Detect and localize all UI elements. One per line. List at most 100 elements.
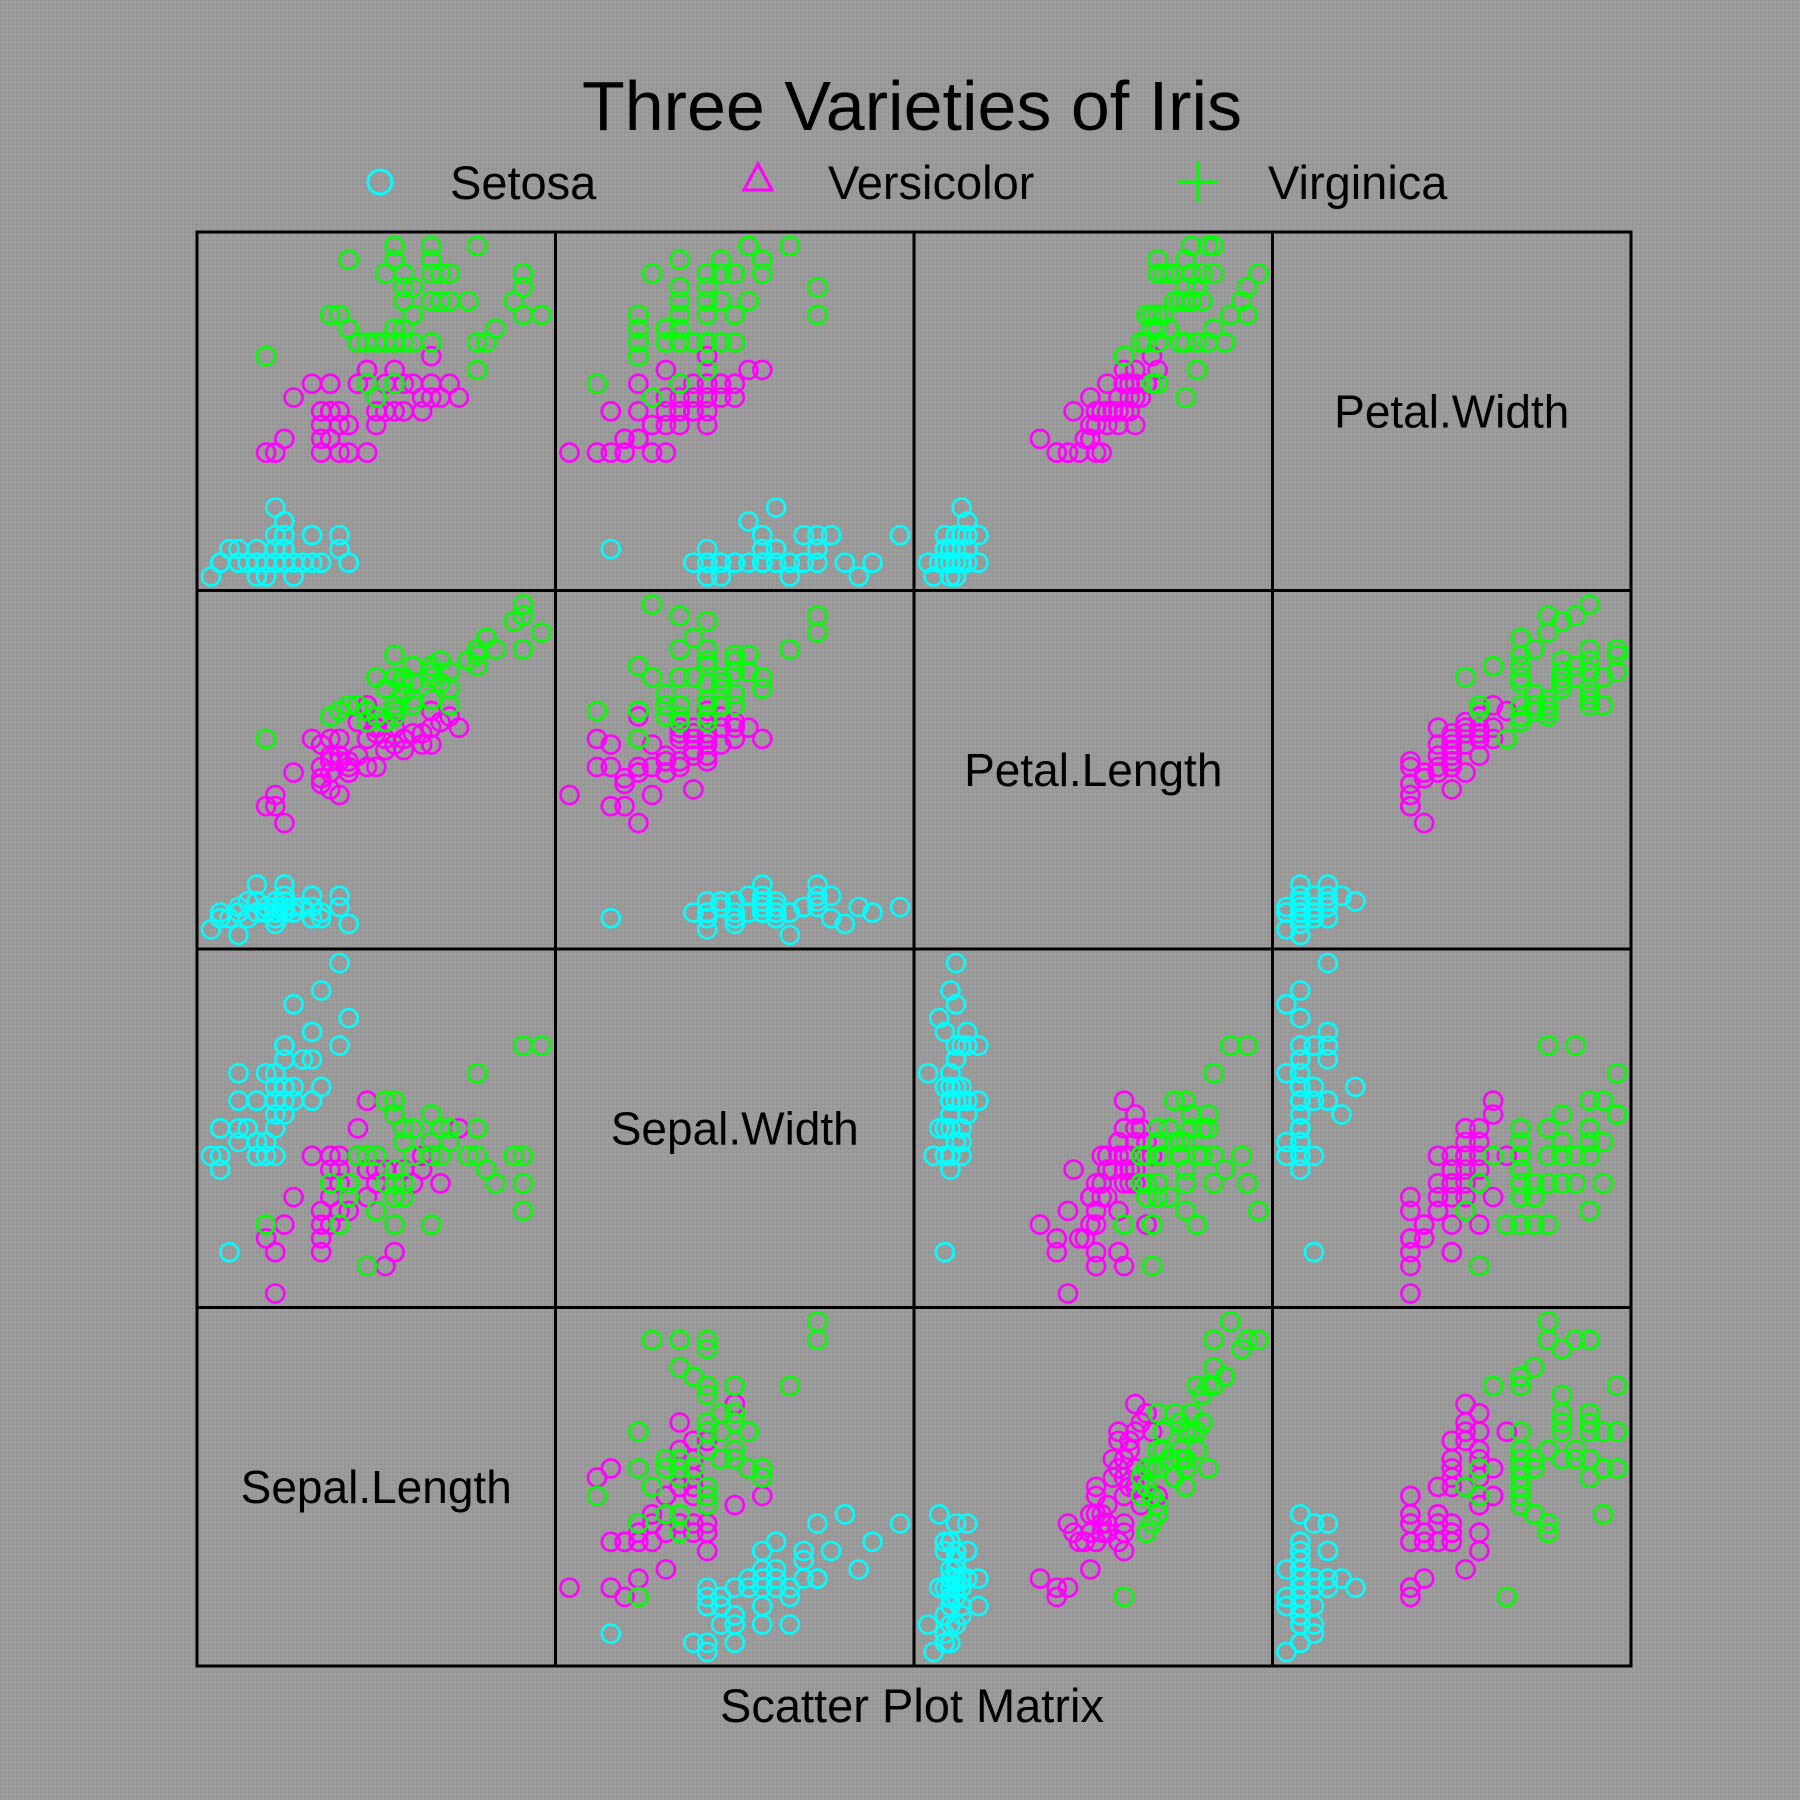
point-virginica-13 [1551,1412,1573,1433]
point-versicolor-30 [1057,1513,1079,1534]
point-virginica-40 [1551,678,1573,699]
point-setosa-39 [934,1145,956,1167]
point-virginica-30 [466,655,488,677]
point-virginica-45 [738,661,759,683]
point-virginica-50 [1147,1494,1168,1516]
point-versicolor-18 [655,750,677,772]
point-versicolor-41 [1108,414,1129,436]
point-versicolor-32 [310,1228,332,1249]
point-virginica-12 [655,683,677,705]
point-setosa-42 [219,1241,240,1263]
point-setosa-18 [940,1076,961,1098]
point-versicolor-46 [1427,1513,1449,1534]
point-versicolor-12 [347,373,369,395]
point-setosa-38 [1276,902,1297,923]
point-setosa-7 [751,538,773,560]
point-setosa-33 [945,566,967,587]
point-virginica-26 [724,332,746,353]
point-versicolor-35 [1469,728,1490,750]
point-versicolor-38 [600,1458,622,1479]
point-versicolor-43 [1427,1200,1449,1222]
point-versicolor-32 [1400,1228,1421,1249]
point-virginica-11 [1147,304,1168,326]
point-setosa-49 [1290,1549,1311,1571]
point-setosa-50 [738,552,759,574]
point-setosa-48 [724,552,746,574]
point-versicolor-29 [1469,1159,1490,1180]
point-versicolor-45 [655,400,677,422]
point-virginica-40 [1164,290,1185,312]
point-setosa-17 [301,1021,323,1043]
point-virginica-40 [1551,1131,1573,1153]
point-versicolor-38 [1441,1241,1463,1263]
point-versicolor-42 [1455,1145,1476,1167]
point-virginica-31 [1203,1357,1224,1378]
point-setosa-14 [200,1145,222,1167]
point-versicolor-46 [1427,1145,1449,1167]
point-setosa-44 [951,1577,972,1598]
point-versicolor-48 [683,1467,704,1488]
point-virginica-33 [393,1173,415,1194]
point-versicolor-50 [669,400,691,422]
point-versicolor-28 [1496,1145,1518,1167]
point-setosa-17 [1317,1021,1339,1043]
panel-r4-c4 [1271,1306,1633,1668]
point-virginica-8 [476,1159,497,1180]
point-virginica-12 [1158,1186,1180,1208]
panel-r3-c1 [195,947,557,1309]
point-virginica-33 [393,666,415,688]
point-versicolor-50 [329,1173,350,1194]
point-versicolor-43 [1427,1504,1449,1525]
point-virginica-48 [1537,689,1559,711]
point-versicolor-7 [1482,1458,1504,1479]
point-versicolor-18 [1091,1186,1112,1208]
point-setosa-33 [283,993,304,1015]
point-setosa-28 [945,1076,967,1098]
point-setosa-15 [834,552,856,574]
point-setosa-15 [338,1007,360,1029]
point-setosa-46 [696,538,718,560]
point-virginica-29 [669,290,691,312]
point-virginica-38 [1169,332,1191,353]
point-setosa-45 [807,524,828,546]
point-setosa-24 [1331,885,1352,907]
point-versicolor-15 [319,1159,341,1180]
point-setosa-46 [940,538,961,560]
point-virginica-8 [683,332,704,353]
point-virginica-40 [1551,1403,1573,1424]
point-virginica-31 [1524,1173,1545,1194]
point-virginica-38 [393,332,415,353]
point-setosa-39 [1290,1145,1311,1167]
point-versicolor-20 [1413,762,1435,783]
point-virginica-47 [1524,1458,1545,1479]
point-setosa-48 [228,552,249,574]
point-virginica-47 [384,1214,405,1235]
point-setosa-32 [751,524,773,546]
point-virginica-8 [683,1366,704,1387]
point-versicolor-40 [1085,1214,1107,1235]
point-virginica-45 [1606,661,1628,683]
point-versicolor-38 [1108,1241,1129,1263]
point-virginica-24 [1510,1186,1531,1208]
point-setosa-48 [1290,1118,1311,1139]
point-versicolor-49 [628,812,649,834]
point-virginica-35 [641,1476,663,1498]
point-versicolor-16 [420,387,442,408]
diagonal-label-petal-length: Petal.Length [964,744,1222,796]
panel-grid: Petal.Width Petal.Length Sepal.Width Sepal.… [195,230,1633,1668]
point-setosa-2 [255,1145,277,1167]
point-setosa-31 [710,1595,732,1617]
point-setosa-15 [928,1504,950,1525]
point-virginica-20 [356,373,378,395]
point-virginica-5 [1565,1439,1586,1461]
point-versicolor-13 [586,756,608,778]
point-versicolor-41 [641,734,663,755]
point-versicolor-44 [600,795,622,817]
point-virginica-22 [669,1522,691,1543]
panel-r1-c3 [912,230,1274,592]
point-setosa-14 [696,566,718,587]
point-virginica-30 [1482,1375,1504,1397]
point-versicolor-45 [1441,1186,1463,1208]
legend: Setosa Versicolor Virginica [366,156,1448,209]
point-virginica-19 [1579,1200,1600,1222]
